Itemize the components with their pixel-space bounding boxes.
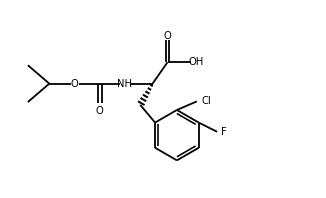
Text: OH: OH xyxy=(188,57,204,67)
Text: O: O xyxy=(164,31,171,41)
Text: Cl: Cl xyxy=(201,96,211,106)
Text: O: O xyxy=(96,106,104,116)
Text: NH: NH xyxy=(117,79,132,89)
Text: O: O xyxy=(71,79,78,89)
Text: F: F xyxy=(221,127,227,137)
